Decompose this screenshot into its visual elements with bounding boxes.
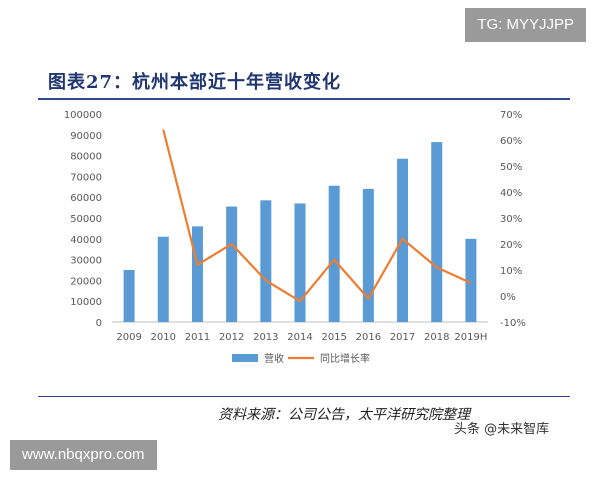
- y-right-tick-label: 10%: [500, 266, 522, 277]
- watermark: 头条 @未来智库: [454, 422, 550, 437]
- tg-badge: TG: MYYJJPP: [465, 8, 586, 42]
- y-right-tick-label: 0%: [500, 292, 516, 303]
- y-left-tick-label: 40000: [70, 235, 102, 246]
- x-tick-label: 2017: [390, 332, 415, 343]
- bar-revenue-2009: [123, 270, 135, 322]
- x-tick-label: 2019H: [454, 332, 487, 343]
- bar-revenue-2010: [157, 236, 169, 322]
- line-growth-rate: [162, 129, 472, 303]
- figure-title-bar: 图表27：杭州本部近十年营收变化: [38, 64, 570, 100]
- bar-revenue-2012: [226, 206, 238, 322]
- y-right-tick-label: 40%: [500, 188, 522, 199]
- legend-swatch-revenue: [232, 354, 258, 362]
- x-tick-label: 2010: [151, 332, 176, 343]
- bar-revenue-2011: [191, 226, 203, 322]
- x-tick-label: 2009: [116, 332, 141, 343]
- y-right-tick-label: 60%: [500, 136, 522, 147]
- y-left-tick-label: 10000: [70, 297, 102, 308]
- url-badge: www.nbqxpro.com: [10, 440, 157, 470]
- legend-label-revenue: 营收: [264, 352, 284, 365]
- bar-revenue-2015: [328, 185, 340, 322]
- y-right-tick-label: -10%: [500, 318, 526, 329]
- y-left-tick-label: 70000: [70, 172, 102, 183]
- y-right-tick-label: 50%: [500, 162, 522, 173]
- x-tick-label: 2018: [424, 332, 449, 343]
- y-right-tick-label: 70%: [500, 110, 522, 121]
- figure-title: 图表27：杭州本部近十年营收变化: [48, 72, 342, 93]
- y-left-tick-label: 0: [96, 318, 102, 329]
- y-left-tick-label: 100000: [64, 110, 102, 121]
- x-tick-label: 2012: [219, 332, 244, 343]
- x-tick-label: 2011: [185, 332, 210, 343]
- x-tick-label: 2013: [253, 332, 278, 343]
- x-tick-label: 2015: [321, 332, 346, 343]
- y-left-tick-label: 60000: [70, 193, 102, 204]
- chart: 0 10000 20000 30000 40000 50000 60000 70000 8000…: [64, 110, 526, 365]
- y-right-tick-label: 20%: [500, 240, 522, 251]
- bar-revenue-2018: [431, 142, 443, 322]
- y-left-tick-label: 80000: [70, 152, 102, 163]
- source-note: 资料来源：公司公告，太平洋研究院整理: [218, 407, 470, 423]
- y-left-tick-label: 20000: [70, 276, 102, 287]
- x-tick-label: 2014: [287, 332, 312, 343]
- x-tick-label: 2016: [356, 332, 381, 343]
- bar-revenue-2013: [260, 200, 272, 322]
- y-left-tick-label: 50000: [70, 214, 102, 225]
- legend-label-growth: 同比增长率: [320, 352, 370, 365]
- y-right-tick-label: 30%: [500, 214, 522, 225]
- source-divider: [38, 396, 570, 397]
- y-left-tick-label: 30000: [70, 256, 102, 267]
- bar-revenue-2019H: [465, 238, 477, 322]
- bar-revenue-2014: [294, 203, 306, 322]
- bar-revenue-2016: [362, 188, 374, 322]
- y-left-tick-label: 90000: [70, 131, 102, 142]
